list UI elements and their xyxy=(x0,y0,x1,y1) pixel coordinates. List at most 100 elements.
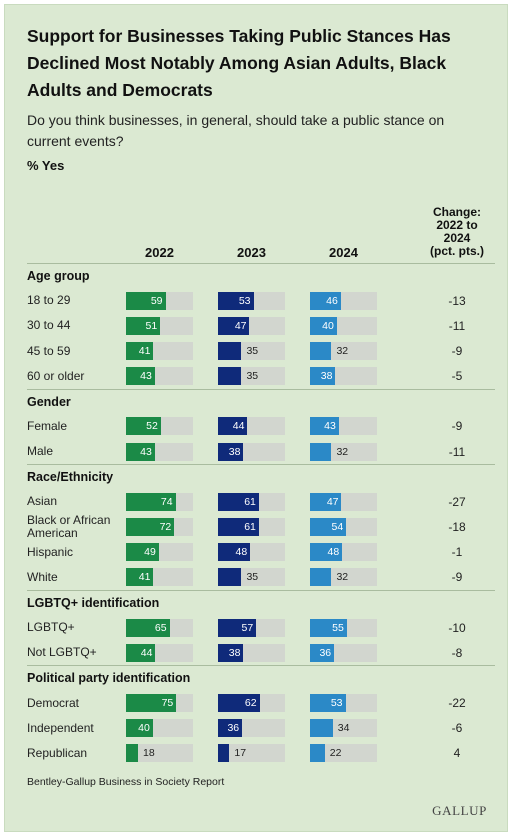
bar-track: 40 xyxy=(126,719,193,738)
bar-value-label: 43 xyxy=(324,420,336,433)
bar-track: 65 xyxy=(126,618,193,637)
group-header: Political party identification xyxy=(27,671,191,686)
bar-2023 xyxy=(218,518,259,536)
bar-2023 xyxy=(218,568,242,587)
bar-2024 xyxy=(310,492,342,511)
group-header: Age group xyxy=(27,269,90,283)
bar-2023 xyxy=(218,367,242,386)
bar-2024 xyxy=(310,543,343,562)
year-header-2022: 2022 xyxy=(145,245,174,260)
bar-value-label: 32 xyxy=(336,345,349,357)
change-value: -11 xyxy=(448,318,466,333)
change-value: -1 xyxy=(451,545,463,560)
row-label: 30 to 44 xyxy=(27,318,71,333)
bar-value-label: 61 xyxy=(244,521,256,533)
bar-track: 54 xyxy=(310,518,377,536)
chart-subtitle: Do you think businesses, in general, sho… xyxy=(27,112,445,149)
bar-track: 57 xyxy=(218,618,285,637)
bar-2022 xyxy=(126,694,177,712)
bar-track: 59 xyxy=(126,291,193,310)
bar-value-label: 47 xyxy=(234,319,247,332)
bar-2022 xyxy=(126,492,176,511)
change-value: -5 xyxy=(451,369,463,384)
bar-2022 xyxy=(126,568,154,587)
bar-track: 41 xyxy=(126,342,193,360)
bar-value-label: 59 xyxy=(150,294,163,307)
bar-track: 36 xyxy=(218,719,285,738)
bar-2022 xyxy=(126,618,170,637)
bar-value-label: 53 xyxy=(330,697,343,709)
change-value: -8 xyxy=(451,645,463,660)
bar-value-label: 38 xyxy=(228,646,241,659)
change-value: -10 xyxy=(448,620,466,635)
bar-value-label: 44 xyxy=(232,420,245,433)
change-value: -22 xyxy=(448,696,466,710)
bar-value-label: 55 xyxy=(332,621,344,634)
bar-2022 xyxy=(126,342,154,360)
bar-2022 xyxy=(126,442,155,461)
bar-value-label: 48 xyxy=(327,546,340,559)
row-label: Not LGBTQ+ xyxy=(27,645,97,660)
bar-value-label: 38 xyxy=(228,445,241,458)
bar-2022 xyxy=(126,367,155,386)
bar-2023 xyxy=(218,643,244,662)
change-value: -6 xyxy=(451,721,463,736)
bar-track: 41 xyxy=(126,568,193,587)
change-header-line: Change: xyxy=(433,205,481,219)
bar-2024 xyxy=(310,417,339,436)
bar-2023 xyxy=(218,719,243,738)
bar-value-label: 75 xyxy=(161,697,174,709)
change-value: -9 xyxy=(451,344,463,358)
row-label: Democrat xyxy=(27,695,80,710)
bar-track: 46 xyxy=(310,291,377,310)
change-header-line: (pct. pts.) xyxy=(430,244,484,258)
bar-2023 xyxy=(218,744,230,763)
row-label: Asian xyxy=(27,494,58,509)
bar-value-label: 48 xyxy=(235,546,248,559)
group-separator xyxy=(27,665,495,667)
bar-value-label: 51 xyxy=(145,319,158,332)
bar-2023 xyxy=(218,543,251,562)
bar-value-label: 57 xyxy=(241,621,254,634)
bar-2022 xyxy=(126,316,161,335)
bar-value-label: 72 xyxy=(159,521,172,533)
bar-track: 48 xyxy=(310,543,377,562)
row-label: 45 to 59 xyxy=(27,343,71,358)
bar-2024 xyxy=(310,367,336,386)
row-label: Republican xyxy=(27,745,88,760)
bar-track: 55 xyxy=(310,618,377,637)
bar-2022 xyxy=(126,518,175,536)
bar-2023 xyxy=(218,442,244,461)
bar-track: 53 xyxy=(218,291,285,310)
bar-track: 47 xyxy=(218,316,285,335)
bar-value-label: 46 xyxy=(326,294,338,307)
row-label: LGBTQ+ xyxy=(27,620,75,635)
group-separator xyxy=(27,590,495,591)
bar-2023 xyxy=(218,417,248,436)
year-header-2024: 2024 xyxy=(329,245,358,260)
group-header: LGBTQ+ identification xyxy=(27,596,160,610)
row-label: Independent xyxy=(27,720,94,735)
bar-track: 35 xyxy=(218,568,285,587)
change-value: -11 xyxy=(448,444,466,459)
bar-track: 43 xyxy=(310,417,377,436)
bar-2024 xyxy=(310,342,332,360)
bar-track: 51 xyxy=(126,316,193,335)
bar-value-label: 22 xyxy=(329,747,342,760)
bar-value-label: 34 xyxy=(337,722,350,735)
bar-value-label: 62 xyxy=(244,697,257,709)
change-value: -9 xyxy=(451,419,463,434)
bar-track: 52 xyxy=(126,417,193,436)
bar-track: 36 xyxy=(310,643,377,662)
bar-value-label: 38 xyxy=(320,370,333,383)
bar-value-label: 52 xyxy=(146,420,158,433)
group-header: Race/Ethnicity xyxy=(27,470,114,485)
bar-value-label: 35 xyxy=(246,370,259,383)
bar-value-label: 17 xyxy=(234,747,247,760)
change-header: Change: 2022 to 2024 (pct. pts.) xyxy=(417,206,497,258)
bar-value-label: 36 xyxy=(227,722,240,735)
change-header-line: 2022 to xyxy=(436,218,478,232)
change-value: -27 xyxy=(448,494,466,509)
bar-2024 xyxy=(310,291,341,310)
bar-track: 44 xyxy=(126,643,193,662)
